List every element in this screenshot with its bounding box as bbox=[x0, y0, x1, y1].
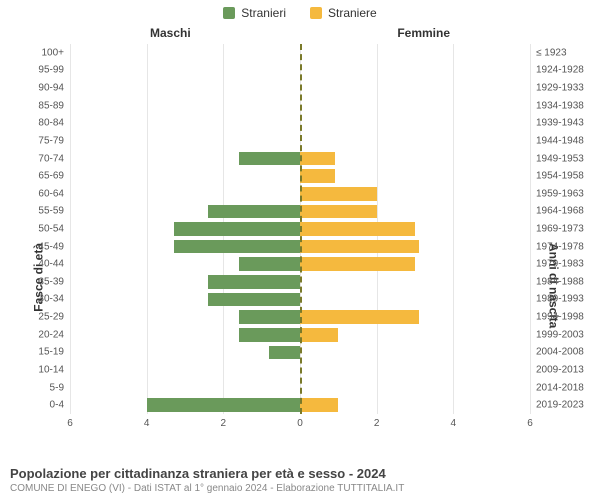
age-label: 5-9 bbox=[50, 382, 64, 393]
legend-swatch-male bbox=[223, 7, 235, 19]
bar-female bbox=[300, 187, 377, 201]
chart-area: Maschi Femmine Fasce di età Anni di nasc… bbox=[0, 26, 600, 444]
age-label: 70-74 bbox=[38, 153, 64, 164]
x-tick: 0 bbox=[297, 418, 303, 429]
bar-female bbox=[300, 152, 335, 166]
x-tick: 4 bbox=[144, 418, 150, 429]
bar-female bbox=[300, 169, 335, 183]
birth-year-label: 1934-1938 bbox=[536, 100, 584, 111]
birth-year-label: 1959-1963 bbox=[536, 188, 584, 199]
age-label: 0-4 bbox=[50, 400, 64, 411]
legend-item-female: Straniere bbox=[310, 6, 377, 20]
birth-year-label: 1954-1958 bbox=[536, 171, 584, 182]
x-tick: 2 bbox=[221, 418, 227, 429]
plot: 100+≤ 192395-991924-192890-941929-193385… bbox=[70, 44, 530, 414]
age-label: 90-94 bbox=[38, 83, 64, 94]
age-label: 10-14 bbox=[38, 364, 64, 375]
bar-female bbox=[300, 240, 419, 254]
bar-male bbox=[208, 293, 300, 307]
bar-male bbox=[208, 275, 300, 289]
age-label: 60-64 bbox=[38, 188, 64, 199]
age-label: 25-29 bbox=[38, 312, 64, 323]
age-label: 30-34 bbox=[38, 294, 64, 305]
column-header-female: Femmine bbox=[397, 26, 450, 40]
x-tick: 6 bbox=[67, 418, 73, 429]
x-axis-ticks: 6 4 2 0 2 4 6 bbox=[70, 418, 530, 434]
age-label: 35-39 bbox=[38, 276, 64, 287]
age-label: 75-79 bbox=[38, 135, 64, 146]
bar-male bbox=[208, 205, 300, 219]
age-label: 20-24 bbox=[38, 329, 64, 340]
bar-male bbox=[239, 152, 300, 166]
age-label: 100+ bbox=[41, 47, 64, 58]
age-label: 95-99 bbox=[38, 65, 64, 76]
birth-year-label: 1964-1968 bbox=[536, 206, 584, 217]
age-label: 65-69 bbox=[38, 171, 64, 182]
bar-female bbox=[300, 328, 338, 342]
birth-year-label: 1989-1993 bbox=[536, 294, 584, 305]
bar-female bbox=[300, 257, 415, 271]
birth-year-label: 1924-1928 bbox=[536, 65, 584, 76]
age-label: 45-49 bbox=[38, 241, 64, 252]
bar-male bbox=[239, 310, 300, 324]
birth-year-label: 2004-2008 bbox=[536, 347, 584, 358]
legend-label-female: Straniere bbox=[328, 6, 377, 20]
birth-year-label: 1944-1948 bbox=[536, 135, 584, 146]
gridline bbox=[530, 44, 531, 414]
x-tick: 2 bbox=[374, 418, 380, 429]
birth-year-label: 2009-2013 bbox=[536, 364, 584, 375]
bar-male bbox=[147, 398, 300, 412]
bar-male bbox=[239, 257, 300, 271]
bar-female bbox=[300, 222, 415, 236]
age-label: 55-59 bbox=[38, 206, 64, 217]
center-line bbox=[300, 44, 302, 414]
bar-male bbox=[239, 328, 300, 342]
legend-label-male: Stranieri bbox=[241, 6, 286, 20]
legend-swatch-female bbox=[310, 7, 322, 19]
bar-male bbox=[269, 346, 300, 360]
birth-year-label: 1984-1988 bbox=[536, 276, 584, 287]
birth-year-label: 2019-2023 bbox=[536, 400, 584, 411]
legend-item-male: Stranieri bbox=[223, 6, 286, 20]
bar-female bbox=[300, 205, 377, 219]
bar-female bbox=[300, 310, 419, 324]
bar-male bbox=[174, 222, 301, 236]
age-label: 80-84 bbox=[38, 118, 64, 129]
x-tick: 6 bbox=[527, 418, 533, 429]
footer-subtitle: COMUNE DI ENEGO (VI) - Dati ISTAT al 1° … bbox=[10, 483, 590, 494]
bar-female bbox=[300, 398, 338, 412]
x-tick: 4 bbox=[451, 418, 457, 429]
chart-footer: Popolazione per cittadinanza straniera p… bbox=[10, 466, 590, 494]
birth-year-label: 1999-2003 bbox=[536, 329, 584, 340]
footer-title: Popolazione per cittadinanza straniera p… bbox=[10, 466, 590, 481]
age-label: 40-44 bbox=[38, 259, 64, 270]
birth-year-label: 1949-1953 bbox=[536, 153, 584, 164]
birth-year-label: 1929-1933 bbox=[536, 83, 584, 94]
age-label: 15-19 bbox=[38, 347, 64, 358]
birth-year-label: 1979-1983 bbox=[536, 259, 584, 270]
birth-year-label: 1969-1973 bbox=[536, 223, 584, 234]
age-label: 50-54 bbox=[38, 223, 64, 234]
age-label: 85-89 bbox=[38, 100, 64, 111]
birth-year-label: 1974-1978 bbox=[536, 241, 584, 252]
bar-male bbox=[174, 240, 301, 254]
birth-year-label: 1994-1998 bbox=[536, 312, 584, 323]
birth-year-label: ≤ 1923 bbox=[536, 47, 567, 58]
birth-year-label: 1939-1943 bbox=[536, 118, 584, 129]
column-header-male: Maschi bbox=[150, 26, 191, 40]
legend: Stranieri Straniere bbox=[0, 0, 600, 20]
birth-year-label: 2014-2018 bbox=[536, 382, 584, 393]
